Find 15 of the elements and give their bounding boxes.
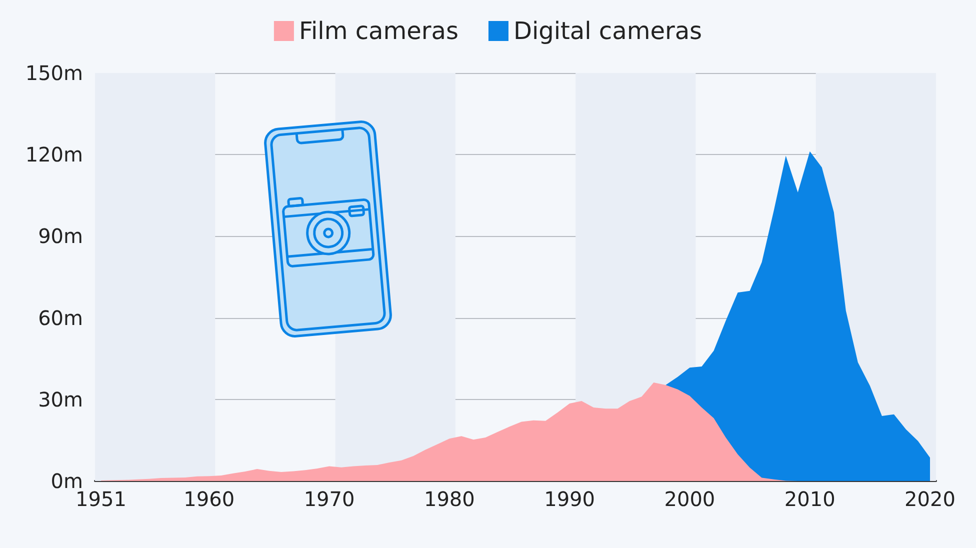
y-tick-label: 30m <box>38 387 83 412</box>
x-tick-label: 1980 <box>424 487 475 511</box>
y-tick-label: 120m <box>25 142 83 167</box>
x-tick-label: 1970 <box>304 487 355 511</box>
legend-label: Film cameras <box>298 17 458 45</box>
x-tick-label: 1990 <box>544 487 596 511</box>
x-tick-label: 2010 <box>784 487 836 511</box>
y-tick-label: 150m <box>25 61 83 85</box>
x-tick-label: 1951 <box>76 487 126 511</box>
y-tick-label: 60m <box>38 306 83 330</box>
legend-label: Digital cameras <box>513 17 702 45</box>
x-tick-label: 2020 <box>904 487 956 511</box>
x-tick-label: 1960 <box>184 487 235 511</box>
y-tick-label: 90m <box>38 224 83 248</box>
x-tick-label: 2000 <box>664 487 716 511</box>
